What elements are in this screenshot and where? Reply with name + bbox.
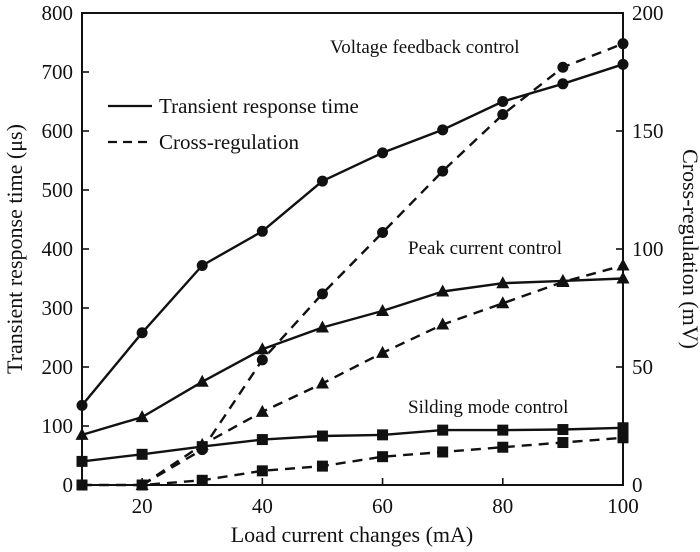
- series-peak-current-transient-response: [75, 271, 630, 440]
- x-tick-label: 80: [492, 494, 513, 518]
- series-line: [81, 426, 624, 463]
- data-point-circle: [617, 38, 629, 50]
- data-point-triangle: [195, 374, 209, 387]
- data-point-circle: [256, 354, 268, 366]
- data-point-triangle: [556, 275, 570, 288]
- data-point-circle: [196, 260, 208, 272]
- data-point-circle: [617, 58, 629, 70]
- data-point-square: [316, 430, 328, 442]
- left-y-tick-label: 500: [42, 178, 74, 202]
- legend-label-cross-regulation: Cross-regulation: [159, 130, 299, 154]
- right-y-tick-label: 0: [632, 473, 643, 497]
- left-y-axis-title: Transient response time (μs): [2, 124, 27, 374]
- series-voltage-feedback-transient-response: [76, 58, 629, 411]
- data-point-circle: [136, 327, 148, 339]
- left-y-tick-label: 800: [42, 1, 74, 25]
- annotation-sliding-mode-control: Silding mode control: [408, 397, 568, 418]
- data-point-triangle: [436, 284, 450, 297]
- data-point-square: [136, 448, 148, 460]
- data-point-square: [256, 434, 268, 446]
- data-point-triangle: [496, 276, 510, 289]
- data-point-square: [437, 446, 449, 458]
- data-point-circle: [316, 175, 328, 187]
- x-tick-label: 60: [372, 494, 393, 518]
- data-point-triangle: [616, 271, 630, 284]
- series-layer: [75, 38, 630, 491]
- data-point-square: [377, 429, 389, 441]
- data-point-square: [617, 432, 629, 444]
- data-point-circle: [437, 124, 449, 136]
- annotation-voltage-feedback-control: Voltage feedback control: [330, 37, 520, 58]
- data-point-triangle: [436, 317, 450, 330]
- data-point-square: [76, 479, 88, 491]
- series-sliding-mode-cross-regulation: [76, 432, 629, 491]
- data-point-square: [437, 424, 449, 436]
- data-point-square: [557, 424, 569, 436]
- data-point-triangle: [376, 345, 390, 358]
- x-axis-title: Load current changes (mA): [231, 522, 474, 547]
- right-y-axis-title: Cross-regulation (mV): [678, 149, 700, 349]
- series-line: [81, 277, 624, 437]
- data-point-square: [557, 437, 569, 449]
- data-point-circle: [497, 96, 509, 107]
- data-point-square: [256, 465, 268, 477]
- left-y-tick-label: 700: [42, 60, 74, 84]
- x-tick-label: 20: [132, 494, 153, 518]
- data-point-circle: [316, 288, 328, 300]
- left-y-tick-label: 400: [42, 237, 74, 261]
- data-point-square: [76, 455, 88, 467]
- series-line: [141, 42, 624, 487]
- x-tick-label: 40: [252, 494, 273, 518]
- right-y-tick-label: 150: [632, 119, 664, 143]
- data-point-circle: [557, 61, 569, 73]
- data-point-square: [196, 441, 208, 453]
- data-point-square: [617, 422, 629, 434]
- left-y-tick-label: 200: [42, 355, 74, 379]
- data-point-circle: [377, 147, 389, 159]
- data-point-triangle: [376, 303, 390, 316]
- legend-label-transient-response: Transient response time: [159, 94, 359, 118]
- data-point-triangle: [135, 410, 149, 423]
- data-point-circle: [256, 225, 268, 237]
- annotation-peak-current-control: Peak current control: [408, 238, 562, 259]
- data-point-square: [316, 460, 328, 472]
- data-point-triangle: [255, 342, 269, 355]
- left-y-tick-label: 0: [63, 473, 74, 497]
- data-point-circle: [557, 78, 569, 90]
- data-point-triangle: [75, 427, 89, 440]
- x-axis-ticks: 20 40 60 80 100: [132, 478, 639, 518]
- x-tick-label: 100: [607, 494, 639, 518]
- right-y-tick-label: 100: [632, 237, 664, 261]
- data-point-circle: [437, 165, 449, 177]
- data-point-square: [377, 451, 389, 463]
- right-y-tick-label: 200: [632, 1, 664, 25]
- series-line: [82, 436, 624, 487]
- series-sliding-mode-transient-response: [76, 422, 629, 467]
- data-point-triangle: [315, 376, 329, 389]
- data-point-square: [497, 441, 509, 453]
- right-y-axis-ticks: 0 50 100 150 200: [616, 1, 664, 497]
- data-point-circle: [377, 226, 389, 238]
- left-y-tick-label: 100: [42, 414, 74, 438]
- left-y-tick-label: 300: [42, 296, 74, 320]
- series-line: [81, 63, 624, 407]
- data-point-triangle: [255, 404, 269, 417]
- data-point-triangle: [496, 296, 510, 309]
- data-point-triangle: [616, 258, 630, 271]
- right-y-tick-label: 50: [632, 355, 653, 379]
- data-point-triangle: [315, 320, 329, 333]
- data-point-circle: [497, 108, 509, 120]
- data-point-square: [196, 474, 208, 486]
- data-point-circle: [76, 399, 88, 411]
- left-y-tick-label: 600: [42, 119, 74, 143]
- left-y-axis-ticks: 0 100 200 300 400 500 600 700 800: [42, 1, 89, 497]
- data-point-square: [136, 479, 148, 491]
- data-point-square: [497, 424, 509, 436]
- legend: Transient response time Cross-regulation: [108, 94, 359, 154]
